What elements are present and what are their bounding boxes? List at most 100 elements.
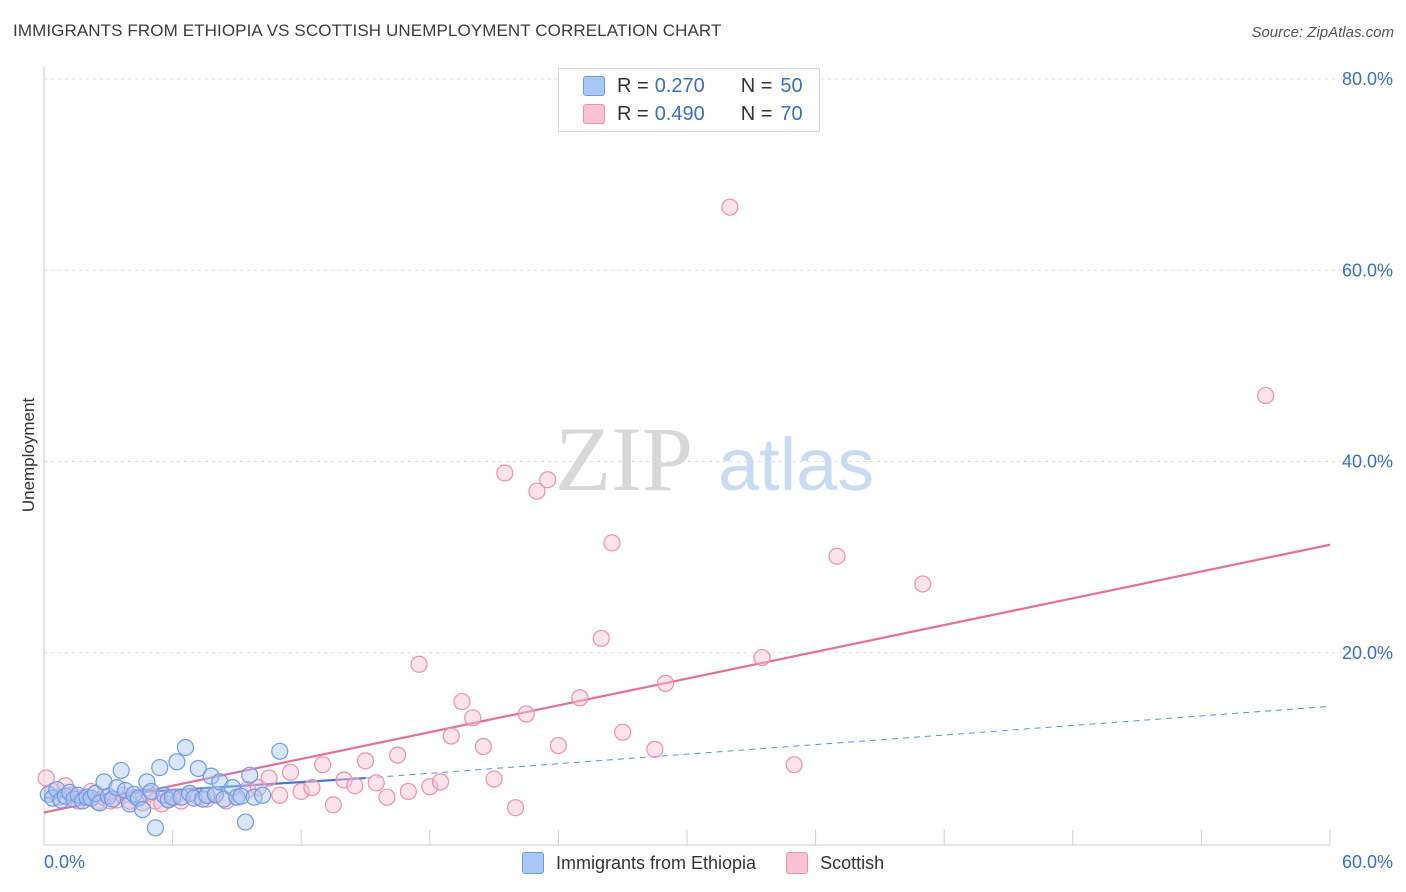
scottish-point [828, 547, 846, 565]
r-label: R = [617, 74, 649, 97]
legend-row-scottish: R = 0.490 N = 70 [583, 101, 803, 127]
ethiopia-trend-extension [365, 705, 1331, 779]
ethiopia-point [236, 813, 255, 831]
scottish-point [335, 771, 353, 789]
scottish-point [303, 779, 321, 797]
axes [43, 66, 1331, 846]
legend-row-ethiopia: R = 0.270 N = 50 [583, 73, 803, 99]
x-tick-label-min: 0.0% [44, 852, 86, 872]
n-label: N = [740, 102, 773, 125]
scottish-point [260, 769, 278, 787]
y-tick-labels: 20.0% 40.0% 60.0% 80.0% [1342, 69, 1393, 663]
ethiopia-point [202, 767, 220, 785]
ethiopia-point [133, 801, 152, 819]
r-value: 0.490 [654, 102, 705, 125]
scottish-point [314, 756, 332, 774]
ethiopia-point [48, 780, 66, 799]
ethiopia-point [168, 753, 186, 771]
scottish-point [785, 756, 803, 774]
scottish-point [198, 790, 216, 808]
scottish-point [464, 709, 482, 727]
legend-swatch-ethiopia [583, 76, 605, 96]
watermark: ZIP atlas [555, 408, 874, 510]
scottish-point [485, 770, 503, 788]
n-label: N = [740, 74, 773, 97]
ethiopia-point [151, 758, 169, 777]
scottish-point [592, 629, 610, 648]
legend-swatch-scottish [786, 852, 809, 874]
y-axis-label: Unemployment [19, 397, 38, 513]
ethiopia-point [254, 786, 272, 804]
ethiopia-point [138, 773, 156, 791]
scottish-point [378, 788, 396, 806]
y-tick-label: 40.0% [1342, 452, 1393, 472]
ethiopia-point [172, 788, 190, 806]
y-tick-label: 80.0% [1342, 69, 1393, 89]
scottish-point [431, 773, 450, 791]
scottish-point [442, 727, 460, 745]
ethiopia-point [189, 759, 207, 778]
watermark-atlas: atlas [718, 423, 874, 506]
trend-lines [43, 543, 1331, 814]
scottish-trend-line [43, 543, 1331, 814]
scottish-point [453, 692, 471, 711]
scottish-point [1257, 386, 1275, 405]
scottish-point [721, 198, 739, 216]
scottish-point [324, 796, 342, 814]
ethiopia-point [271, 742, 289, 760]
ethiopia-point [91, 794, 109, 812]
y-tick-label: 60.0% [1342, 260, 1393, 280]
legend-swatch-scottish [583, 104, 605, 124]
ethiopia-point [198, 786, 216, 804]
scottish-point [346, 777, 364, 795]
watermark-zip: ZIP [555, 408, 693, 510]
scottish-point [292, 782, 310, 801]
ethiopia-point [232, 787, 250, 805]
scottish-point [389, 746, 407, 764]
series-legend: Immigrants from Ethiopia Scottish [522, 852, 914, 874]
ethiopia-point [112, 761, 130, 780]
scottish-point [614, 723, 632, 741]
legend-swatch-ethiopia [522, 852, 544, 874]
scottish-point [281, 763, 300, 781]
scottish-point [506, 799, 525, 817]
scottish-point [474, 737, 492, 756]
scottish-point [646, 740, 664, 758]
ethiopia-point [185, 789, 203, 807]
scottish-point [603, 534, 621, 552]
legend-label-scottish: Scottish [820, 852, 885, 873]
legend-item-ethiopia[interactable]: Immigrants from Ethiopia [522, 852, 756, 874]
scottish-point [571, 689, 589, 707]
scottish-point [528, 482, 546, 500]
ethiopia-point [146, 819, 165, 837]
ethiopia-point [86, 784, 105, 802]
scottish-point [367, 774, 385, 792]
ethiopia-point [241, 766, 259, 784]
data-points [37, 198, 1275, 837]
scottish-point [421, 778, 439, 796]
scottish-point [399, 782, 417, 801]
chart-title: IMMIGRANTS FROM ETHIOPIA VS SCOTTISH UNE… [13, 21, 722, 40]
scottish-point [656, 674, 675, 692]
ethiopia-point [142, 782, 160, 801]
n-value: 70 [780, 102, 803, 125]
source-label: Source: ZipAtlas.com [1251, 24, 1394, 41]
legend-item-scottish[interactable]: Scottish [786, 852, 884, 874]
ethiopia-point [176, 738, 195, 757]
scottish-point [539, 471, 557, 489]
scottish-point [549, 736, 568, 755]
r-label: R = [617, 102, 649, 125]
scottish-point [914, 575, 932, 593]
scottish-point [496, 464, 514, 482]
y-tick-label: 20.0% [1342, 643, 1393, 663]
scottish-point [271, 786, 289, 804]
x-tick-label-max: 60.0% [1341, 852, 1393, 872]
n-value: 50 [780, 74, 803, 97]
legend-label-ethiopia: Immigrants from Ethiopia [556, 852, 757, 873]
scottish-point [356, 752, 375, 770]
scottish-point [753, 648, 771, 667]
scottish-point [410, 655, 428, 673]
ethiopia-point [116, 781, 135, 800]
r-value: 0.270 [654, 74, 705, 97]
